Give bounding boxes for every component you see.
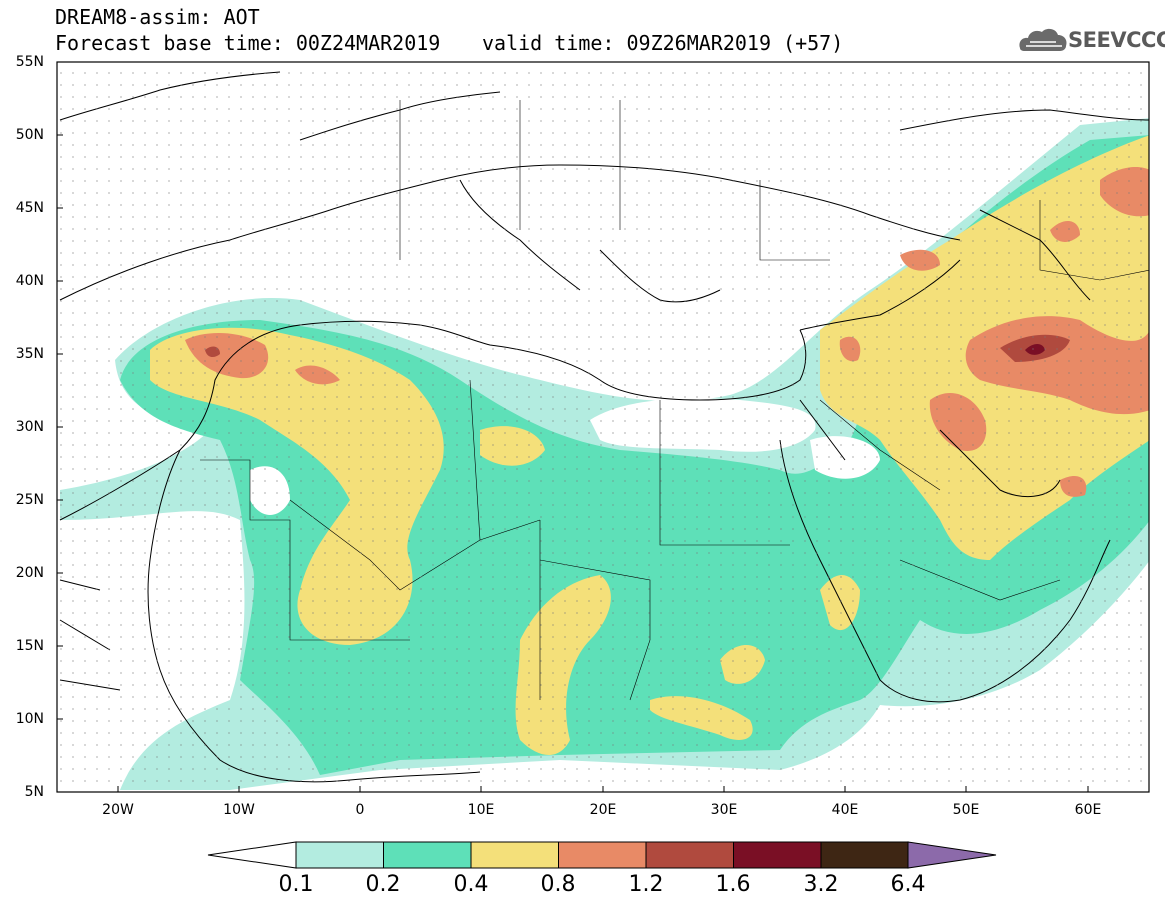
colorbar-arrow-low (207, 841, 297, 869)
lon-label: 10E (467, 802, 495, 818)
colorbar-swatch (820, 841, 909, 869)
lon-label: 20W (102, 802, 134, 818)
colorbar-label: 0.1 (278, 872, 314, 897)
lat-label: 15N (15, 638, 44, 654)
model-title: DREAM8-assim: AOT (55, 5, 260, 29)
lat-label: 25N (15, 492, 44, 508)
colorbar-swatch (733, 841, 822, 869)
lon-label: 40E (831, 802, 859, 818)
dotted-grid (57, 62, 1149, 792)
colorbar-swatch (383, 841, 472, 869)
colorbar-label: 1.6 (715, 872, 751, 897)
colorbar-swatch (645, 841, 734, 869)
colorbar-label: 0.2 (365, 872, 401, 897)
colorbar-swatch (470, 841, 559, 869)
colorbar (207, 841, 997, 869)
lat-label: 30N (15, 419, 44, 435)
lon-label: 10W (223, 802, 255, 818)
colorbar-label: 3.2 (803, 872, 839, 897)
colorbar-swatch (558, 841, 647, 869)
colorbar-label: 6.4 (890, 872, 926, 897)
lat-label: 40N (15, 273, 44, 289)
lat-label: 50N (15, 127, 44, 143)
cloud-logo-icon (1019, 28, 1067, 51)
tick-marks (57, 134, 1089, 792)
lat-label: 55N (15, 54, 44, 70)
lon-label: 60E (1074, 802, 1102, 818)
lat-label: 35N (15, 346, 44, 362)
colorbar-arrow-high (907, 841, 997, 869)
lat-label: 5N (24, 784, 44, 800)
lon-label: 50E (952, 802, 980, 818)
valid-time: valid time: 09Z26MAR2019 (+57) (482, 31, 844, 55)
lon-label: 20E (589, 802, 617, 818)
colorbar-label: 0.8 (540, 872, 576, 897)
lat-label: 45N (15, 200, 44, 216)
colorbar-label: 0.4 (453, 872, 489, 897)
lon-label: 0 (355, 802, 365, 818)
colorbar-swatch (295, 841, 384, 869)
colorbar-label: 1.2 (628, 872, 664, 897)
forecast-base-time: Forecast base time: 00Z24MAR2019 (55, 31, 441, 55)
lon-label: 30E (710, 802, 738, 818)
lat-label: 20N (15, 565, 44, 581)
logo-text: SEEVCCC (1068, 28, 1165, 52)
lat-label: 10N (15, 711, 44, 727)
